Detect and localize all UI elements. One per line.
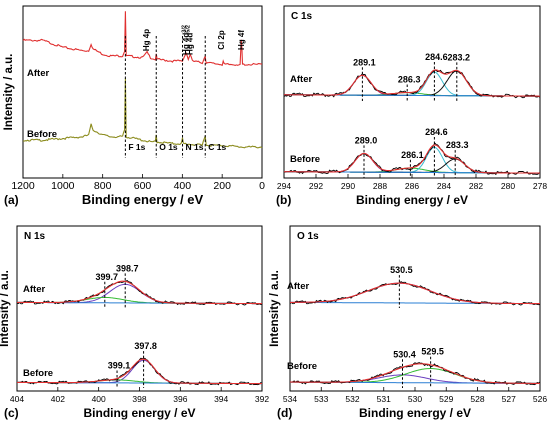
x-tick-label: 396 bbox=[173, 394, 187, 404]
peak-label: Hg 4p bbox=[142, 29, 151, 51]
x-tick-label: 286 bbox=[405, 181, 419, 191]
x-axis-label: Binding energy / eV bbox=[83, 406, 195, 420]
peak-value-label: 289.0 bbox=[355, 135, 378, 145]
panel-label: (a) bbox=[4, 193, 19, 207]
x-tick-label: 600 bbox=[134, 180, 152, 192]
x-tick-label: 294 bbox=[277, 181, 291, 191]
x-tick-label: 530 bbox=[408, 394, 422, 404]
panel-a: 1200 1000 800 600 400 200 0 Binding energy / eV… bbox=[3, 5, 265, 207]
raw-spectrum bbox=[289, 362, 541, 386]
panel-c: 404 402 400 398 396 394 392 Binding energy / eV… bbox=[0, 225, 269, 420]
x-tick-label: 404 bbox=[10, 394, 24, 404]
series-label: After bbox=[290, 74, 312, 85]
x-tick-label: 534 bbox=[283, 394, 297, 404]
series-label: Before bbox=[27, 129, 57, 140]
y-axis-label: Intensity / a.u. bbox=[0, 270, 11, 347]
fit-component bbox=[17, 283, 262, 305]
peak-value-label: 530.5 bbox=[390, 265, 413, 275]
peak-label: Hg 4f bbox=[237, 30, 246, 50]
x-tick-label: 529 bbox=[439, 394, 453, 404]
series-label: Before bbox=[287, 361, 317, 372]
peak-value-label: 284.6 bbox=[425, 127, 448, 137]
panel-title: N 1s bbox=[24, 231, 46, 242]
x-tick-label: 392 bbox=[255, 394, 269, 404]
x-tick-label: 528 bbox=[470, 394, 484, 404]
x-axis-label: Binding energy / eV bbox=[356, 193, 468, 207]
x-tick-label: 278 bbox=[533, 181, 547, 191]
series-line-after bbox=[22, 11, 263, 67]
peak-label: Cl 2p bbox=[217, 30, 226, 50]
peak-value-label: 399.1 bbox=[108, 360, 131, 370]
fit-component bbox=[284, 158, 540, 174]
element-label: C 1s bbox=[208, 142, 226, 152]
peak-value-label: 283.2 bbox=[448, 52, 471, 62]
series-label: After bbox=[23, 284, 45, 295]
x-tick-label: 398 bbox=[132, 394, 146, 404]
panel-d: 534 533 532 531 530 529 528 527 526 Binding energ… bbox=[269, 225, 547, 420]
x-tick-label: 527 bbox=[502, 394, 516, 404]
y-axis-label: Intensity / a.u. bbox=[269, 270, 281, 347]
x-tick-label: 532 bbox=[345, 394, 359, 404]
peak-value-label: 529.5 bbox=[421, 347, 444, 357]
x-tick-label: 1200 bbox=[11, 180, 35, 192]
x-tick-label: 400 bbox=[174, 180, 192, 192]
peak-label: Hg 4d3/2 bbox=[181, 25, 190, 55]
x-tick-label: 402 bbox=[51, 394, 65, 404]
series-label: After bbox=[287, 281, 309, 292]
panel-title: C 1s bbox=[291, 11, 313, 22]
series-label: Before bbox=[290, 154, 320, 165]
fit-envelope bbox=[17, 280, 262, 305]
peak-value-label: 530.4 bbox=[393, 349, 416, 359]
raw-spectrum bbox=[284, 142, 541, 176]
x-tick-label: 394 bbox=[214, 394, 228, 404]
x-tick-label: 400 bbox=[92, 394, 106, 404]
peak-label: Hg 4d5/2 bbox=[185, 25, 194, 55]
peak-value-label: 289.1 bbox=[353, 57, 376, 67]
element-label: F 1s bbox=[128, 142, 145, 152]
element-label: N 1s bbox=[186, 142, 204, 152]
x-tick-label: 0 bbox=[259, 180, 265, 192]
peak-value-label: 398.7 bbox=[116, 263, 139, 273]
raw-spectrum bbox=[16, 279, 263, 306]
peak-value-label: 286.3 bbox=[398, 75, 421, 85]
panel-title: O 1s bbox=[297, 231, 319, 242]
x-tick-label: 1000 bbox=[51, 180, 75, 192]
x-tick-label: 526 bbox=[533, 394, 547, 404]
element-label: O 1s bbox=[159, 142, 178, 152]
y-axis-label: Intensity / a.u. bbox=[3, 54, 15, 131]
x-tick-label: 280 bbox=[501, 181, 515, 191]
x-axis-label: Binding energy / eV bbox=[82, 192, 204, 207]
x-tick-label: 292 bbox=[309, 181, 323, 191]
x-tick-label: 200 bbox=[213, 180, 231, 192]
panel-label: (d) bbox=[277, 406, 292, 420]
fit-envelope bbox=[284, 144, 540, 174]
x-tick-label: 282 bbox=[469, 181, 483, 191]
series-label: Before bbox=[23, 368, 53, 379]
fit-envelope bbox=[284, 69, 540, 97]
x-axis-label: Binding energy / eV bbox=[359, 406, 471, 420]
peak-value-label: 397.8 bbox=[134, 341, 157, 351]
x-tick-label: 290 bbox=[341, 181, 355, 191]
panel-label: (b) bbox=[276, 193, 291, 207]
panel-b: 294 292 290 288 286 284 282 280 278 Binding energ… bbox=[276, 5, 547, 207]
peak-value-label: 283.3 bbox=[446, 140, 469, 150]
series-line-before bbox=[22, 78, 263, 149]
fit-envelope bbox=[290, 363, 540, 384]
peak-value-label: 399.7 bbox=[96, 272, 119, 282]
x-tick-label: 800 bbox=[94, 180, 112, 192]
panel-label: (c) bbox=[4, 406, 19, 420]
peak-value-label: 286.1 bbox=[401, 150, 424, 160]
fit-envelope bbox=[17, 358, 262, 385]
fit-component bbox=[17, 359, 262, 385]
plot-frame bbox=[289, 225, 541, 392]
x-tick-label: 288 bbox=[373, 181, 387, 191]
x-tick-label: 531 bbox=[377, 394, 391, 404]
plot-frame bbox=[16, 225, 263, 392]
x-tick-label: 284 bbox=[437, 181, 451, 191]
peak-value-label: 284.6 bbox=[425, 52, 448, 62]
x-tick-label: 533 bbox=[314, 394, 328, 404]
series-label: After bbox=[27, 68, 49, 79]
fit-envelope bbox=[290, 282, 540, 305]
